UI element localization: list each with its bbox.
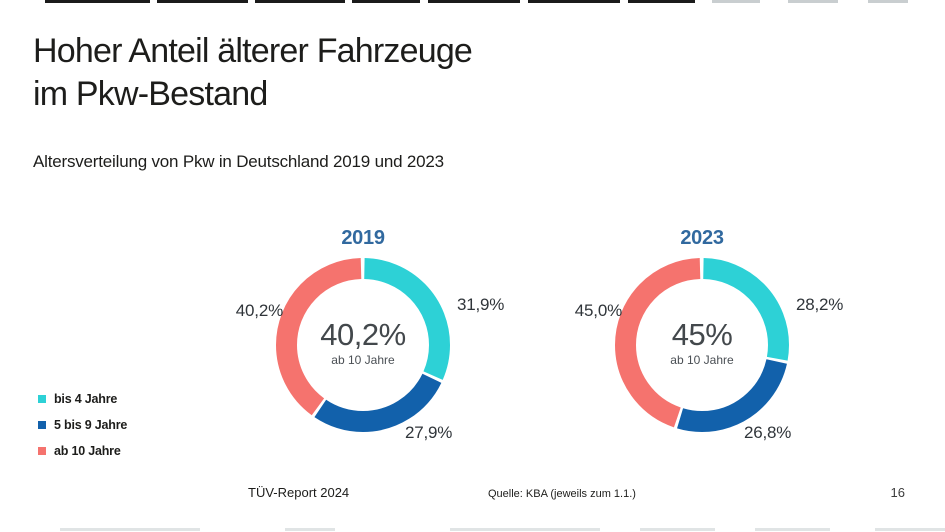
donut-center-value: 45% xyxy=(671,317,733,352)
legend-label: bis 4 Jahre xyxy=(54,392,118,406)
segment-label-ab-10-jahre: 40,2% xyxy=(235,301,283,320)
cropped-content-dash xyxy=(788,0,838,3)
donut-chart-2019: 2019 40,2% ab 10 Jahre 31,9% 27,9% 40,2% xyxy=(213,225,513,465)
cropped-content-dash xyxy=(528,0,620,3)
segment-label-bis-4-jahre: 31,9% xyxy=(457,295,505,314)
cropped-content-dash xyxy=(875,528,945,531)
cropped-content-dash xyxy=(755,528,830,531)
cropped-content-dash xyxy=(640,528,715,531)
legend-swatch-salmon xyxy=(38,447,46,455)
donut-center-label: ab 10 Jahre xyxy=(331,353,395,367)
legend-swatch-blue xyxy=(38,421,46,429)
page-title-line1: Hoher Anteil älterer Fahrzeuge xyxy=(33,32,473,70)
cropped-content-dash xyxy=(60,528,200,531)
legend: bis 4 Jahre 5 bis 9 Jahre ab 10 Jahre xyxy=(38,386,127,464)
segment-label-5-bis-9-jahre: 27,9% xyxy=(405,423,453,442)
donut-ring-2023 xyxy=(615,258,789,432)
cropped-content-dash xyxy=(255,0,345,3)
cropped-content-dash xyxy=(45,0,150,3)
chart-year-label: 2019 xyxy=(341,227,385,249)
cropped-content-dash xyxy=(628,0,695,3)
footer-source: Quelle: KBA (jeweils zum 1.1.) xyxy=(488,488,636,500)
chart-subtitle: Altersverteilung von Pkw in Deutschland … xyxy=(33,152,444,171)
cropped-content-dash xyxy=(428,0,520,3)
page-title-line2: im Pkw-Bestand xyxy=(33,75,268,113)
footer-page-number: 16 xyxy=(890,485,905,500)
segment-label-bis-4-jahre: 28,2% xyxy=(796,295,844,314)
chart-year-label: 2023 xyxy=(680,227,724,249)
footer-report-title: TÜV-Report 2024 xyxy=(248,485,350,500)
cropped-content-bottom-edge xyxy=(0,528,945,532)
legend-swatch-cyan xyxy=(38,395,46,403)
cropped-content-dash xyxy=(285,528,335,531)
cropped-content-dash xyxy=(712,0,760,3)
donut-center-label: ab 10 Jahre xyxy=(670,353,734,367)
legend-label: 5 bis 9 Jahre xyxy=(54,418,128,432)
donut-chart-2023: 2023 45% ab 10 Jahre 28,2% 26,8% 45,0% xyxy=(552,225,852,465)
cropped-content-dash xyxy=(868,0,908,3)
donut-ring-2019 xyxy=(276,258,450,432)
cropped-content-top-edge xyxy=(0,0,945,4)
cropped-content-dash xyxy=(157,0,248,3)
legend-item-ab-10-jahre: ab 10 Jahre xyxy=(38,438,127,464)
cropped-content-dash xyxy=(352,0,420,3)
segment-label-5-bis-9-jahre: 26,8% xyxy=(744,423,792,442)
segment-label-ab-10-jahre: 45,0% xyxy=(574,301,622,320)
legend-item-bis-4-jahre: bis 4 Jahre xyxy=(38,386,127,412)
legend-label: ab 10 Jahre xyxy=(54,444,121,458)
cropped-content-dash xyxy=(450,528,600,531)
legend-item-5-bis-9-jahre: 5 bis 9 Jahre xyxy=(38,412,127,438)
donut-center-value: 40,2% xyxy=(320,317,406,352)
page-title: Hoher Anteil älterer Fahrzeuge im Pkw-Be… xyxy=(33,30,733,116)
